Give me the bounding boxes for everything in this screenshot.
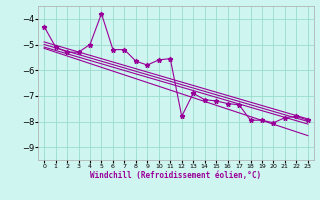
- X-axis label: Windchill (Refroidissement éolien,°C): Windchill (Refroidissement éolien,°C): [91, 171, 261, 180]
